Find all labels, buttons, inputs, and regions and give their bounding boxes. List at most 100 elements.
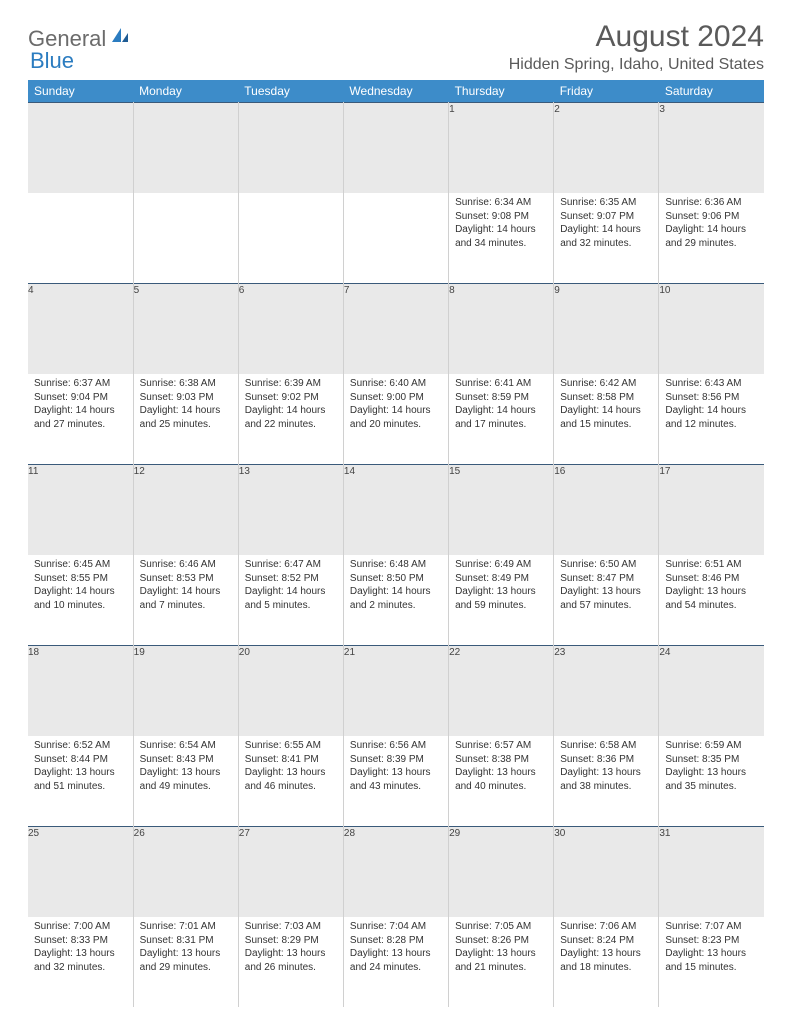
- daylight-line-2: and 29 minutes.: [140, 961, 232, 975]
- sunset-line: Sunset: 9:07 PM: [560, 210, 652, 224]
- day-cell-body: Sunrise: 7:05 AMSunset: 8:26 PMDaylight:…: [449, 917, 553, 980]
- day-cell-body: Sunrise: 6:34 AMSunset: 9:08 PMDaylight:…: [449, 193, 553, 256]
- sunrise-line: Sunrise: 6:34 AM: [455, 196, 547, 210]
- calendar-weekday-header: SundayMondayTuesdayWednesdayThursdayFrid…: [28, 80, 764, 103]
- day-number: [133, 103, 238, 194]
- day-number: 9: [554, 284, 659, 375]
- daylight-line-1: Daylight: 14 hours: [350, 585, 442, 599]
- day-cell-body: Sunrise: 6:46 AMSunset: 8:53 PMDaylight:…: [134, 555, 238, 618]
- daylight-line-1: Daylight: 14 hours: [140, 404, 232, 418]
- daylight-line-2: and 26 minutes.: [245, 961, 337, 975]
- sunset-line: Sunset: 8:56 PM: [665, 391, 758, 405]
- weekday-header: Saturday: [659, 80, 764, 103]
- day-cell: Sunrise: 7:05 AMSunset: 8:26 PMDaylight:…: [449, 917, 554, 1007]
- day-cell: [28, 193, 133, 284]
- logo-line2-wrap: Blue: [32, 48, 92, 74]
- sunset-line: Sunset: 9:03 PM: [140, 391, 232, 405]
- day-cell: Sunrise: 7:01 AMSunset: 8:31 PMDaylight:…: [133, 917, 238, 1007]
- daylight-line-2: and 35 minutes.: [665, 780, 758, 794]
- daylight-line-2: and 22 minutes.: [245, 418, 337, 432]
- day-number: 16: [554, 465, 659, 556]
- day-cell: Sunrise: 6:55 AMSunset: 8:41 PMDaylight:…: [238, 736, 343, 827]
- sunset-line: Sunset: 8:38 PM: [455, 753, 547, 767]
- day-number-row: 11121314151617: [28, 465, 764, 556]
- sunrise-line: Sunrise: 7:05 AM: [455, 920, 547, 934]
- sunset-line: Sunset: 8:29 PM: [245, 934, 337, 948]
- day-number: 23: [554, 646, 659, 737]
- daylight-line-2: and 49 minutes.: [140, 780, 232, 794]
- day-number: 15: [449, 465, 554, 556]
- day-number: 13: [238, 465, 343, 556]
- daylight-line-1: Daylight: 13 hours: [245, 766, 337, 780]
- daylight-line-2: and 29 minutes.: [665, 237, 758, 251]
- daylight-line-2: and 43 minutes.: [350, 780, 442, 794]
- day-cell-body: Sunrise: 6:35 AMSunset: 9:07 PMDaylight:…: [554, 193, 658, 256]
- day-number-row: 45678910: [28, 284, 764, 375]
- sunrise-line: Sunrise: 6:39 AM: [245, 377, 337, 391]
- day-content-row: Sunrise: 6:37 AMSunset: 9:04 PMDaylight:…: [28, 374, 764, 465]
- day-cell-body: Sunrise: 6:40 AMSunset: 9:00 PMDaylight:…: [344, 374, 448, 437]
- weekday-header: Sunday: [28, 80, 133, 103]
- sunrise-line: Sunrise: 7:06 AM: [560, 920, 652, 934]
- daylight-line-2: and 46 minutes.: [245, 780, 337, 794]
- sunrise-line: Sunrise: 6:37 AM: [34, 377, 127, 391]
- day-content-row: Sunrise: 6:34 AMSunset: 9:08 PMDaylight:…: [28, 193, 764, 284]
- day-cell-body: Sunrise: 6:47 AMSunset: 8:52 PMDaylight:…: [239, 555, 343, 618]
- daylight-line-2: and 24 minutes.: [350, 961, 442, 975]
- sunrise-line: Sunrise: 7:07 AM: [665, 920, 758, 934]
- day-cell-body: Sunrise: 6:48 AMSunset: 8:50 PMDaylight:…: [344, 555, 448, 618]
- logo-sail-icon: [110, 26, 130, 49]
- sunrise-line: Sunrise: 6:55 AM: [245, 739, 337, 753]
- weekday-header: Friday: [554, 80, 659, 103]
- day-content-row: Sunrise: 6:52 AMSunset: 8:44 PMDaylight:…: [28, 736, 764, 827]
- daylight-line-1: Daylight: 13 hours: [34, 947, 127, 961]
- sunrise-line: Sunrise: 6:36 AM: [665, 196, 758, 210]
- sunset-line: Sunset: 8:43 PM: [140, 753, 232, 767]
- day-number: 20: [238, 646, 343, 737]
- daylight-line-1: Daylight: 13 hours: [560, 585, 652, 599]
- sunset-line: Sunset: 8:33 PM: [34, 934, 127, 948]
- daylight-line-1: Daylight: 13 hours: [140, 947, 232, 961]
- day-cell-body: Sunrise: 6:36 AMSunset: 9:06 PMDaylight:…: [659, 193, 764, 256]
- day-cell-body: Sunrise: 7:07 AMSunset: 8:23 PMDaylight:…: [659, 917, 764, 980]
- daylight-line-1: Daylight: 13 hours: [665, 585, 758, 599]
- sunset-line: Sunset: 8:28 PM: [350, 934, 442, 948]
- day-cell: Sunrise: 6:56 AMSunset: 8:39 PMDaylight:…: [343, 736, 448, 827]
- sunrise-line: Sunrise: 6:48 AM: [350, 558, 442, 572]
- day-cell-body: Sunrise: 6:58 AMSunset: 8:36 PMDaylight:…: [554, 736, 658, 799]
- sunset-line: Sunset: 8:26 PM: [455, 934, 547, 948]
- daylight-line-2: and 2 minutes.: [350, 599, 442, 613]
- daylight-line-2: and 54 minutes.: [665, 599, 758, 613]
- sunrise-line: Sunrise: 6:43 AM: [665, 377, 758, 391]
- day-cell: Sunrise: 6:37 AMSunset: 9:04 PMDaylight:…: [28, 374, 133, 465]
- sunrise-line: Sunrise: 7:01 AM: [140, 920, 232, 934]
- day-cell: [238, 193, 343, 284]
- day-number: 14: [343, 465, 448, 556]
- sunrise-line: Sunrise: 6:46 AM: [140, 558, 232, 572]
- weekday-header: Tuesday: [238, 80, 343, 103]
- day-cell: Sunrise: 6:52 AMSunset: 8:44 PMDaylight:…: [28, 736, 133, 827]
- daylight-line-1: Daylight: 13 hours: [34, 766, 127, 780]
- day-cell: Sunrise: 7:04 AMSunset: 8:28 PMDaylight:…: [343, 917, 448, 1007]
- day-number: [343, 103, 448, 194]
- day-cell-body: Sunrise: 6:43 AMSunset: 8:56 PMDaylight:…: [659, 374, 764, 437]
- sunset-line: Sunset: 8:23 PM: [665, 934, 758, 948]
- day-cell: Sunrise: 7:07 AMSunset: 8:23 PMDaylight:…: [659, 917, 764, 1007]
- day-number-row: 123: [28, 103, 764, 194]
- header: General August 2024 Hidden Spring, Idaho…: [28, 20, 764, 74]
- day-number: 30: [554, 827, 659, 918]
- daylight-line-1: Daylight: 13 hours: [665, 766, 758, 780]
- logo-text-blue: Blue: [30, 48, 74, 73]
- day-cell: Sunrise: 6:58 AMSunset: 8:36 PMDaylight:…: [554, 736, 659, 827]
- day-number: 1: [449, 103, 554, 194]
- daylight-line-2: and 51 minutes.: [34, 780, 127, 794]
- day-cell-body: Sunrise: 6:37 AMSunset: 9:04 PMDaylight:…: [28, 374, 133, 437]
- day-cell: Sunrise: 6:48 AMSunset: 8:50 PMDaylight:…: [343, 555, 448, 646]
- day-number: [238, 103, 343, 194]
- day-number: 21: [343, 646, 448, 737]
- day-number: 2: [554, 103, 659, 194]
- sunrise-line: Sunrise: 7:00 AM: [34, 920, 127, 934]
- day-cell: Sunrise: 6:43 AMSunset: 8:56 PMDaylight:…: [659, 374, 764, 465]
- sunrise-line: Sunrise: 7:03 AM: [245, 920, 337, 934]
- day-cell: Sunrise: 6:47 AMSunset: 8:52 PMDaylight:…: [238, 555, 343, 646]
